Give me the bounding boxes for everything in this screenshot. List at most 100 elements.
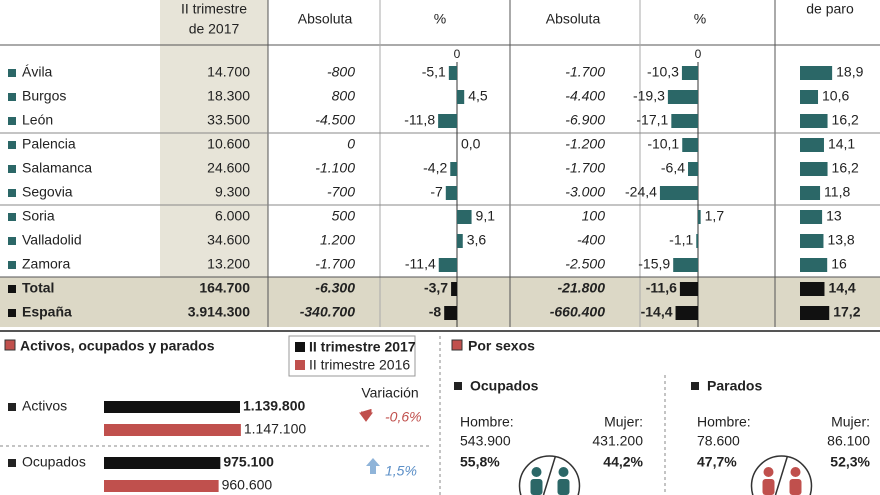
cell: 9.300 [215, 184, 250, 200]
cell: 6.000 [215, 208, 250, 224]
cell: 800 [332, 88, 356, 104]
bar-label: -11,4 [405, 256, 436, 272]
pct: 47,7% [697, 454, 737, 470]
bar [800, 306, 830, 320]
row-name: Zamora [22, 256, 70, 272]
cell: 24.600 [207, 160, 250, 176]
bar [457, 234, 463, 248]
row-name: España [22, 304, 72, 320]
legend-swatch [295, 342, 305, 352]
bar-label: 13,8 [827, 232, 854, 248]
cell: 34.600 [207, 232, 250, 248]
row-name: Burgos [22, 88, 66, 104]
cell: -2.500 [565, 256, 605, 272]
bar [681, 66, 698, 80]
pct: 52,3% [830, 454, 870, 470]
bar [800, 90, 819, 104]
cell: -1.100 [315, 160, 355, 176]
row-name: Total [22, 280, 54, 296]
arrow-up [366, 458, 380, 474]
cell: 100 [582, 208, 606, 224]
bar-label: 16,2 [832, 160, 859, 176]
label: Hombre: [697, 414, 751, 430]
section-title: Por sexos [468, 338, 535, 354]
bar [450, 162, 457, 176]
cell: -800 [327, 64, 355, 80]
bar [444, 306, 457, 320]
bar [800, 210, 823, 224]
label: Mujer: [604, 414, 643, 430]
bar [698, 210, 701, 224]
bar [682, 138, 698, 152]
bar-label: -11,6 [646, 280, 677, 296]
cell: -1.200 [565, 136, 605, 152]
bar-label: -4,2 [423, 160, 447, 176]
icon-person [762, 479, 775, 495]
section-title: Activos, ocupados y parados [20, 338, 215, 354]
bar [800, 282, 825, 296]
bullet [8, 309, 16, 317]
row-name: Ocupados [22, 454, 86, 470]
bar-label: 14,4 [828, 280, 855, 296]
cell: -4.400 [565, 88, 605, 104]
icon-person [557, 479, 570, 495]
icon-circle [518, 455, 581, 495]
bullet [8, 165, 16, 173]
bar-label: 960.600 [222, 477, 273, 493]
bar-label: 1.147.100 [244, 421, 306, 437]
cell: 13.200 [207, 256, 250, 272]
row-name: León [22, 112, 53, 128]
bar-label: -24,4 [625, 184, 657, 200]
bar [800, 234, 824, 248]
bar-label: 13 [826, 208, 842, 224]
cell: -6.900 [565, 112, 605, 128]
bullet [8, 237, 16, 245]
cell: -1.700 [565, 64, 605, 80]
value: 431.200 [592, 433, 643, 449]
bar-label: -10,1 [647, 136, 679, 152]
bar [451, 282, 457, 296]
cell: -21.800 [558, 280, 606, 296]
header: de paro [806, 1, 854, 17]
bar [800, 258, 828, 272]
bar-label: -14,4 [641, 304, 673, 320]
bar-label: -3,7 [424, 280, 448, 296]
bar [438, 114, 457, 128]
bullet [4, 339, 16, 351]
row-name: Activos [22, 398, 67, 414]
row-name: Valladolid [22, 232, 82, 248]
bar [696, 234, 698, 248]
header: Absoluta [546, 11, 601, 27]
arrow-down [359, 409, 373, 422]
bar [448, 66, 457, 80]
icon-divider [774, 455, 789, 495]
bullet [8, 261, 16, 269]
pct: 55,8% [460, 454, 500, 470]
bar [675, 306, 698, 320]
header: % [694, 11, 706, 27]
icon-person [558, 467, 569, 477]
bar-label: 16 [831, 256, 847, 272]
header: % [434, 11, 446, 27]
cell: -1.700 [565, 160, 605, 176]
pct: 44,2% [603, 454, 643, 470]
bullet [8, 69, 16, 77]
cell: -4.500 [315, 112, 355, 128]
bar [688, 162, 698, 176]
bar-label: -11,8 [404, 112, 435, 128]
bar [800, 114, 828, 128]
label: Hombre: [460, 414, 514, 430]
bullet [454, 382, 462, 390]
bullet [8, 141, 16, 149]
bar [671, 114, 698, 128]
bar [438, 258, 457, 272]
bullet [8, 189, 16, 197]
bar-label: -19,3 [633, 88, 665, 104]
icon-circle [750, 455, 813, 495]
group-title: Ocupados [470, 378, 539, 394]
cell: -6.300 [315, 280, 355, 296]
row-name: Soria [22, 208, 55, 224]
bar [659, 186, 698, 200]
value: 543.900 [460, 433, 511, 449]
bar-label: 14,1 [828, 136, 855, 152]
